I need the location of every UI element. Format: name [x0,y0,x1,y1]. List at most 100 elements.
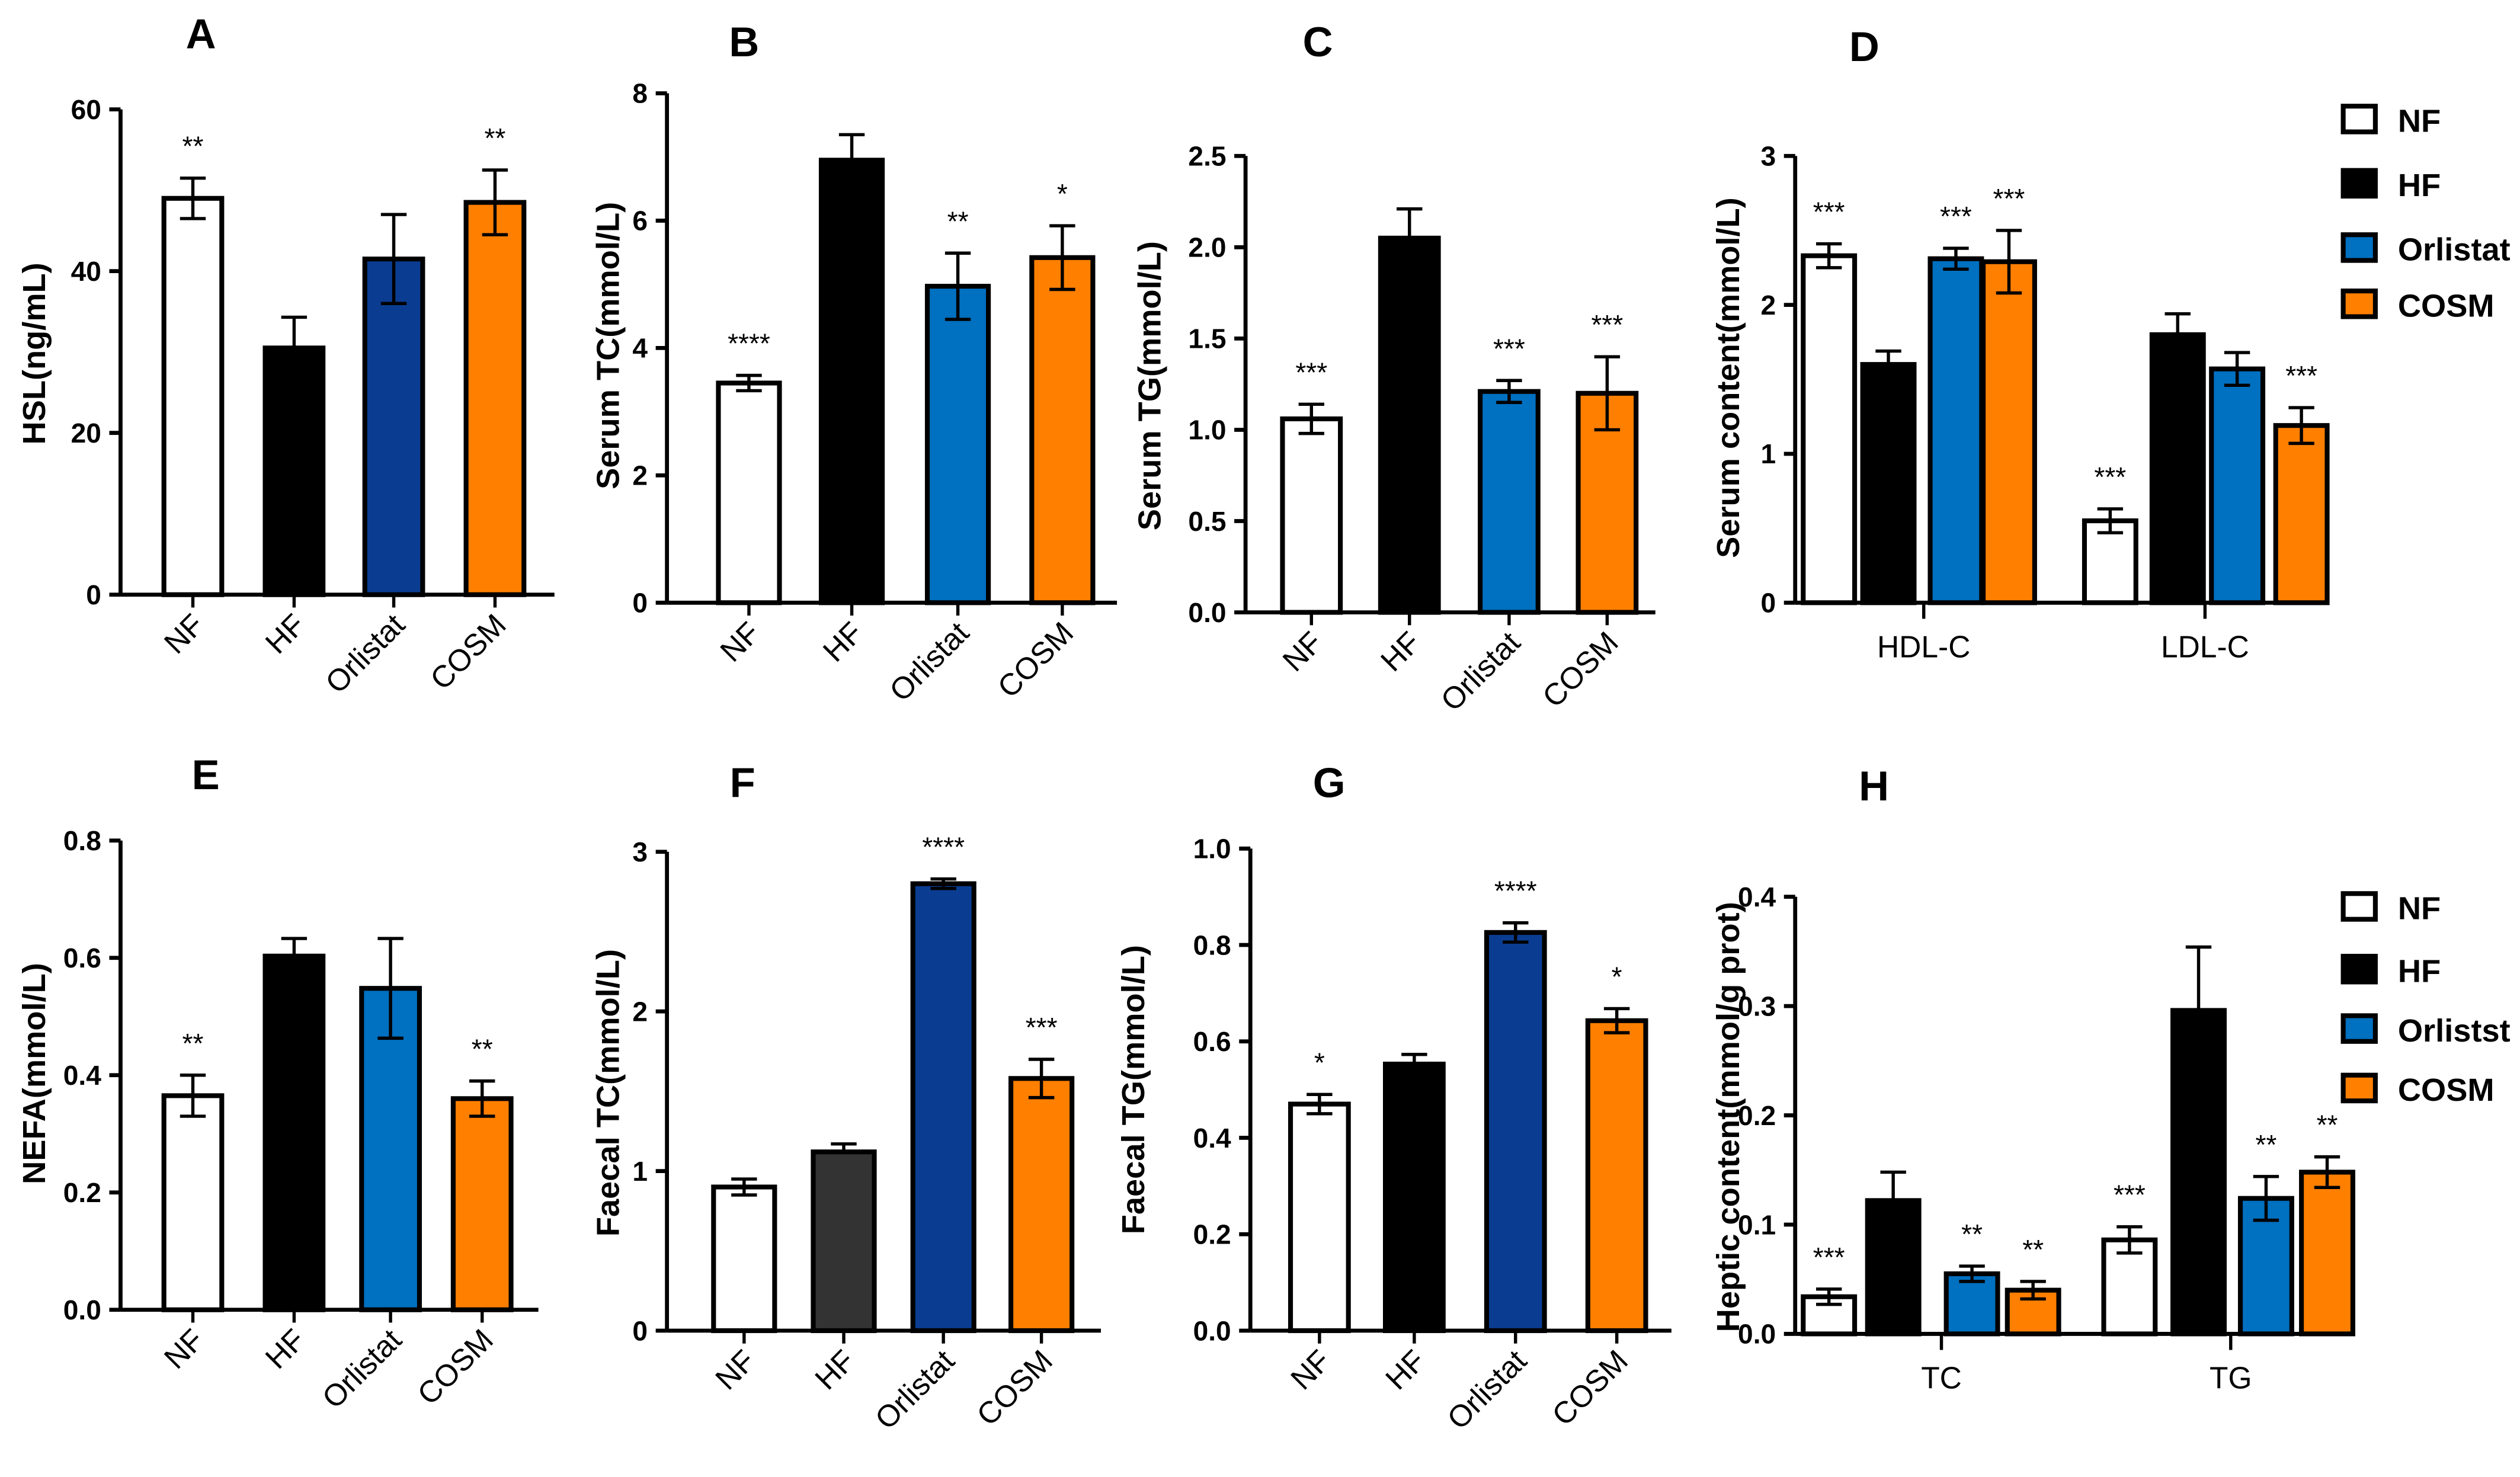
panel-letter: E [192,751,220,798]
bar-HF [262,953,326,1312]
significance-label: * [1057,178,1068,209]
significance-label: *** [1591,309,1623,340]
significance-label: ** [484,123,505,153]
y-tick-label: 4 [632,333,648,364]
bar-HF [262,345,326,597]
legend-swatch-NF [2340,891,2378,922]
significance-label: ** [182,131,204,162]
bar-COSM-LDL-C [2273,423,2330,605]
panel-letter: C [1303,18,1333,65]
y-tick-label: 0 [632,1315,648,1346]
panel-A: A HSL(ng/mL) ** ** 0 20 40 60 NF HF Orlistat COSM [17,11,555,700]
significance-label: *** [1026,1012,1058,1043]
bar-NF [1280,416,1343,615]
y-tick-label: 0.3 [1738,991,1776,1021]
panel-C: C Serum TG(mmol/L) *** *** *** 0.0 0.5 1.0 1.5 2.… [1132,18,1656,717]
significance-label: *** [2114,1180,2146,1210]
bar-Orlistat-LDL-C [2209,366,2266,605]
bar-COSM [1008,1076,1075,1334]
bar-COSM-HDL-C [1980,259,2037,605]
bar-NF [161,196,225,597]
y-axis-label: Serum TC(mmol/L) [590,202,626,489]
y-tick-label: 1 [632,1156,648,1187]
significance-label: ** [472,1034,493,1065]
significance-label: ** [1961,1219,1983,1249]
y-tick-label: 0.6 [1193,1026,1231,1057]
x-tick-label: HF [258,1322,312,1376]
panel-letter: F [730,760,755,806]
x-tick-label: Orlistat [883,615,975,707]
y-tick-label: 1 [1761,438,1776,469]
y-tick-label: 6 [632,206,648,236]
x-tick-label: COSM [1545,1343,1634,1432]
legend-swatch-COSM [2340,289,2378,319]
y-tick-label: 0 [1761,588,1776,619]
y-axis-label: Serum content(mmol/L) [1711,197,1746,558]
legend-swatch-COSM [2340,1072,2378,1104]
significance-label: *** [1813,197,1845,228]
y-tick-label: 0.0 [1193,1315,1231,1346]
panel-D: D Serum content(mmol/L) *** *** *** *** *** 0 1 2… [1711,23,2511,664]
y-tick-label: 3 [632,837,648,867]
significance-label: ** [2255,1129,2276,1160]
panel-letter: G [1313,760,1346,806]
legend-label: NF [2398,104,2441,139]
x-tick-label: Orlistat [1434,625,1526,717]
bar-NF [1288,1101,1351,1334]
y-tick-label: 0.0 [63,1295,101,1325]
y-tick-label: 1.5 [1188,323,1226,354]
x-tick-label: HF [258,607,312,661]
x-tick-label: COSM [991,615,1080,704]
panel-letter: D [1849,23,1879,70]
y-tick-label: 8 [632,78,648,109]
bar-COSM [463,200,527,597]
significance-label: * [1612,961,1622,992]
legend-swatch-NF [2340,104,2378,134]
x-tick-label: Orlistat [319,607,411,700]
y-tick-label: 0.4 [1193,1123,1231,1154]
y-tick-label: 0.4 [63,1060,101,1091]
y-tick-label: 60 [71,94,101,125]
significance-label: *** [2285,360,2317,391]
y-tick-label: 0.0 [1188,597,1226,628]
y-axis-label: Heptic content(mmol/g prot) [1711,902,1746,1332]
x-tick-label: NF [709,1343,762,1396]
panel-letter: A [186,11,216,57]
significance-label: *** [1993,183,2025,214]
y-axis-label: HSL(ng/mL) [17,262,52,444]
bar-COSM [450,1096,514,1312]
bar-NF-HDL-C [1801,253,1858,605]
y-tick-label: 0.2 [1193,1219,1231,1250]
x-tick-label: COSM [1536,625,1625,714]
y-tick-label: 2 [632,996,648,1027]
significance-label: ** [2022,1234,2044,1265]
bar-HF [818,158,885,605]
x-tick-label: Orlistat [1440,1343,1533,1436]
x-tick-label: COSM [411,1322,499,1411]
x-tick-label: Orlistat [315,1322,408,1415]
bar-HF-TC [1865,1198,1922,1337]
bar-Orlistat [924,284,991,605]
y-tick-label: 0 [86,579,101,610]
legend-label: Orlistat [2398,232,2511,268]
x-tick-label: HF [816,615,869,668]
y-tick-label: 3 [1761,141,1776,172]
x-tick-label: COSM [970,1343,1059,1432]
legend-label: COSM [2398,289,2495,324]
y-axis-label: Faecal TC(mmol/L) [590,949,626,1236]
legend-swatch-HF [2340,168,2378,199]
bar-Orlistat-HDL-C [1927,256,1984,605]
y-axis-label: Faecal TG(mmol/L) [1116,945,1151,1234]
panel-E: E NEFA(mmol/L) ** ** 0.0 0.2 0.4 0.6 0.8 NF HF Orli… [17,751,539,1415]
y-tick-label: 0.2 [63,1177,101,1208]
panel-letter: B [729,18,759,65]
bar-Orlistat [362,257,425,597]
significance-label: *** [1493,333,1525,364]
x-tick-label: TC [1921,1361,1962,1395]
bar-COSM-TG [2299,1170,2355,1337]
bar-HF [811,1149,877,1334]
bar-Orlistat [910,881,976,1334]
y-tick-label: 0.6 [63,943,101,973]
